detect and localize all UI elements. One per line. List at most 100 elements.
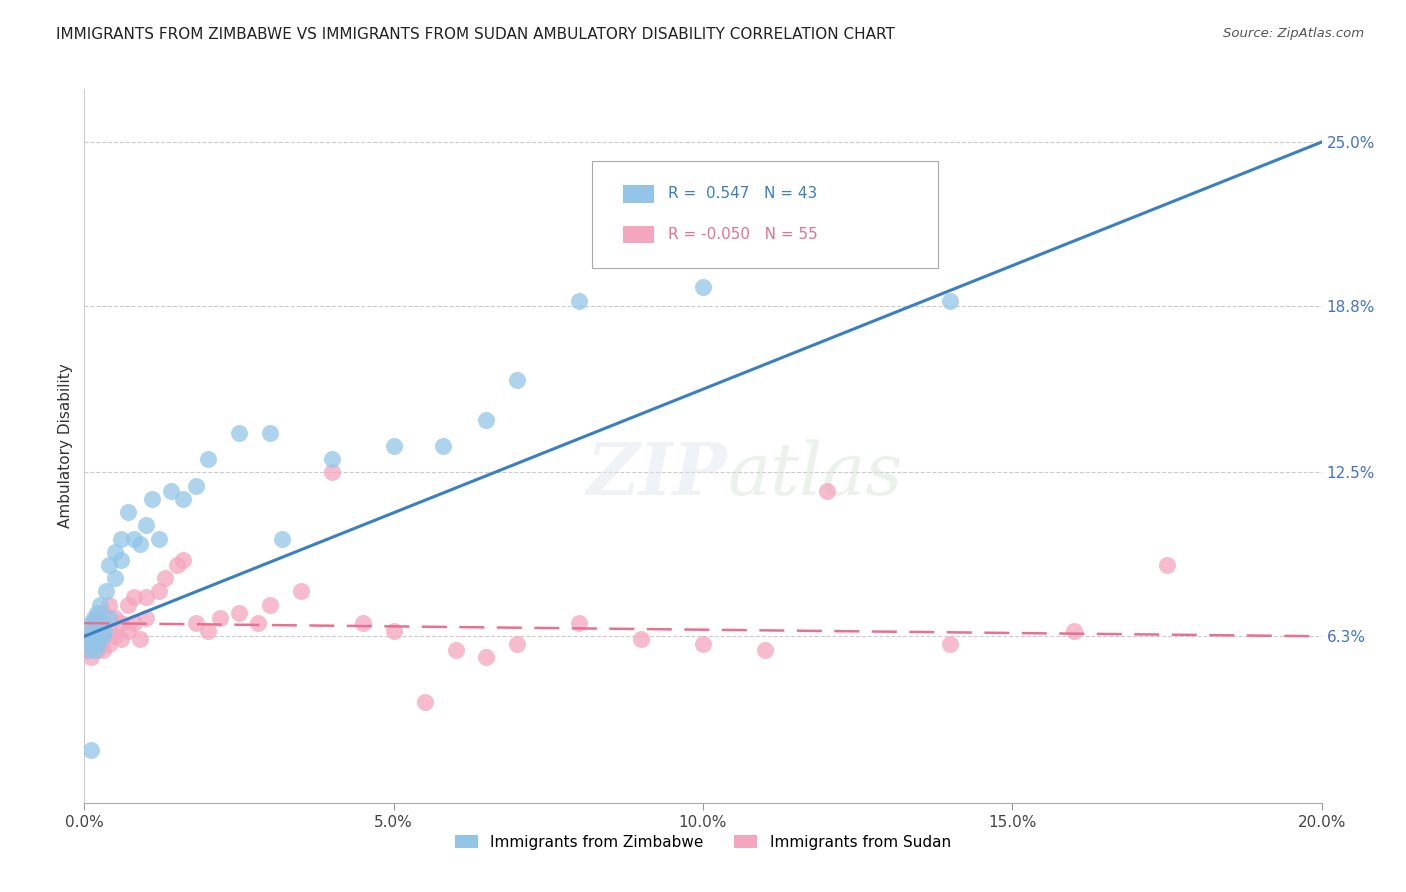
Point (246, 616, 269, 631)
Point (84, 616, 107, 631)
Legend: Immigrants from Zimbabwe, Immigrants from Sudan: Immigrants from Zimbabwe, Immigrants fro… (450, 829, 956, 855)
Point (160, 483, 183, 498)
Point (87, 637, 110, 651)
Y-axis label: Ambulatory Disability: Ambulatory Disability (58, 364, 73, 528)
Point (568, 616, 591, 631)
Point (94, 584, 117, 599)
Point (91, 624, 114, 638)
Point (76, 637, 98, 651)
Point (444, 642, 467, 657)
Point (153, 571, 176, 585)
Point (630, 632, 652, 646)
Point (117, 598, 139, 612)
Point (135, 518, 157, 533)
Point (692, 280, 714, 294)
Point (76, 642, 98, 657)
Point (129, 632, 152, 646)
Text: IMMIGRANTS FROM ZIMBABWE VS IMMIGRANTS FROM SUDAN AMBULATORY DISABILITY CORRELAT: IMMIGRANTS FROM ZIMBABWE VS IMMIGRANTS F… (56, 27, 896, 42)
Point (79, 632, 101, 646)
Point (271, 532, 294, 546)
Point (80, 637, 103, 651)
Point (117, 505, 139, 519)
Point (86, 632, 108, 646)
Point (98, 598, 121, 612)
Point (110, 552, 132, 566)
Point (110, 532, 132, 546)
Point (754, 642, 776, 657)
Point (86, 632, 108, 646)
Point (75, 637, 97, 651)
Point (148, 584, 170, 599)
Point (79, 642, 101, 657)
Point (228, 425, 250, 440)
Point (184, 616, 207, 631)
Point (91, 606, 114, 620)
Point (184, 478, 207, 492)
Point (86, 642, 108, 657)
Point (104, 611, 127, 625)
Point (172, 491, 194, 506)
Point (506, 637, 529, 651)
Point (259, 425, 281, 440)
Point (135, 611, 157, 625)
Point (172, 552, 194, 566)
Point (259, 598, 281, 612)
Point (83, 629, 105, 643)
Point (692, 637, 714, 651)
Point (1156, 558, 1178, 572)
Point (79, 616, 101, 631)
FancyBboxPatch shape (592, 161, 938, 268)
Point (98, 637, 121, 651)
Point (91, 642, 114, 657)
Point (89, 598, 111, 612)
Point (228, 606, 250, 620)
Point (352, 616, 374, 631)
FancyBboxPatch shape (623, 185, 654, 202)
Point (117, 624, 139, 638)
Point (209, 611, 232, 625)
Point (79, 629, 101, 643)
Point (104, 629, 127, 643)
Point (475, 412, 498, 426)
Point (475, 650, 498, 665)
Point (83, 611, 105, 625)
Point (321, 452, 343, 467)
Point (86, 611, 108, 625)
Point (197, 624, 219, 638)
Point (79, 743, 101, 757)
Point (568, 293, 591, 308)
Point (506, 373, 529, 387)
Point (815, 483, 838, 498)
Point (79, 650, 101, 665)
Point (321, 466, 343, 480)
Point (141, 491, 163, 506)
Point (197, 452, 219, 467)
Point (122, 616, 145, 631)
Point (135, 590, 157, 604)
Point (98, 611, 121, 625)
Text: atlas: atlas (728, 439, 903, 510)
Text: R =  0.547   N = 43: R = 0.547 N = 43 (668, 186, 818, 202)
Point (86, 606, 108, 620)
Point (939, 293, 962, 308)
Point (104, 571, 127, 585)
Point (122, 532, 145, 546)
Point (382, 624, 405, 638)
Point (148, 532, 170, 546)
FancyBboxPatch shape (623, 226, 654, 244)
Point (1063, 624, 1085, 638)
Point (93, 624, 115, 638)
Point (98, 624, 121, 638)
Point (98, 558, 121, 572)
Point (432, 439, 454, 453)
Point (129, 537, 152, 551)
Point (91, 616, 114, 631)
Point (122, 590, 145, 604)
Point (382, 439, 405, 453)
Point (82, 624, 104, 638)
Point (939, 637, 962, 651)
Point (110, 616, 132, 631)
Point (104, 545, 127, 559)
Text: R = -0.050   N = 55: R = -0.050 N = 55 (668, 227, 818, 242)
Point (79, 624, 101, 638)
